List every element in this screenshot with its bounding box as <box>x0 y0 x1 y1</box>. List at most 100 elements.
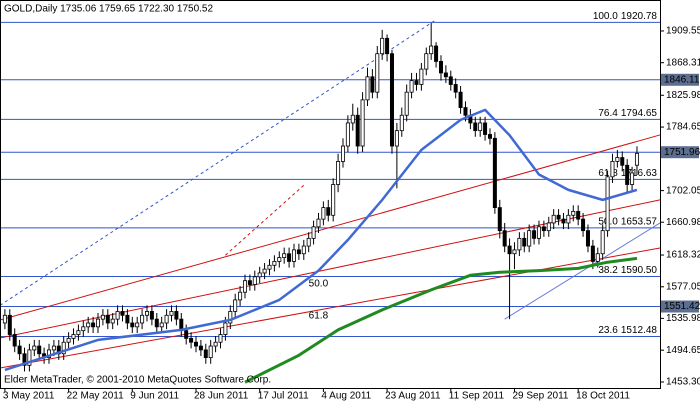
candle-body <box>174 311 179 320</box>
candle-body <box>316 218 321 228</box>
y-tick-label: 1868.31 <box>666 57 700 68</box>
candle-body <box>247 280 252 285</box>
candle-body <box>2 314 7 324</box>
candle-body <box>419 68 424 85</box>
candle-body <box>600 230 605 255</box>
candle-body <box>414 80 419 85</box>
fan-label: 61.8 <box>309 311 329 322</box>
candle-body <box>291 249 296 262</box>
fib-level-label: 23.6 <box>598 325 618 336</box>
candle-body <box>306 237 311 247</box>
candle-body <box>497 207 502 232</box>
trend-line <box>0 19 437 306</box>
candle-body <box>389 53 394 147</box>
candle-body <box>51 345 56 351</box>
candle-body <box>463 107 468 116</box>
candle-body <box>527 230 532 247</box>
x-tick-label: 3 May 2011 <box>3 391 55 402</box>
candle-body <box>541 226 546 232</box>
price-box-label: 1846.11 <box>664 74 700 85</box>
y-tick-label: 1618.32 <box>666 250 700 261</box>
candle-body <box>360 99 365 147</box>
x-tick-label: 4 Aug 2011 <box>321 391 371 402</box>
candle-body <box>502 230 507 247</box>
candle-body <box>242 280 247 293</box>
candle-body <box>605 176 610 232</box>
fib-price-label: 1653.57 <box>621 217 658 228</box>
candle-body <box>228 311 233 324</box>
candle-body <box>66 337 71 343</box>
candle-body <box>301 245 306 255</box>
y-tick-label: 1825.98 <box>666 90 700 101</box>
x-tick-label: 11 Sep 2011 <box>449 391 505 402</box>
candle-body <box>7 314 12 335</box>
candle-body <box>233 299 238 312</box>
candle-body <box>184 330 189 339</box>
candle-body <box>345 122 350 147</box>
candle-body <box>585 230 590 247</box>
candle-body <box>448 76 453 85</box>
x-tick-label: 18 Oct 2011 <box>576 391 630 402</box>
candle-body <box>551 214 556 224</box>
fib-price-label: 1716.63 <box>621 168 658 179</box>
price-box <box>661 73 699 86</box>
y-tick-label: 1494.65 <box>666 345 700 356</box>
candle-body <box>91 322 96 328</box>
candle-body <box>434 45 439 62</box>
trend-line <box>504 222 661 320</box>
y-tick-label: 1784.65 <box>666 122 700 133</box>
fib-price-label: 1512.48 <box>621 325 658 336</box>
candle-body <box>277 257 282 262</box>
candle-body <box>149 311 154 320</box>
candle-body <box>561 218 566 224</box>
candle-body <box>336 161 341 185</box>
candle-body <box>409 80 414 93</box>
candle-body <box>267 264 272 270</box>
candle-body <box>331 184 336 216</box>
candle-body <box>630 172 635 185</box>
candle-body <box>355 114 360 147</box>
candle-body <box>566 214 571 224</box>
y-tick-label: 1535.98 <box>666 313 700 324</box>
candle-body <box>340 145 345 162</box>
candle-body <box>581 218 586 232</box>
candle-body <box>512 249 517 255</box>
candle-body <box>478 122 483 132</box>
candle-body <box>130 322 135 328</box>
candle-body <box>32 345 37 351</box>
candle-body <box>429 45 434 55</box>
candle-body <box>625 164 630 185</box>
price-box <box>661 300 699 313</box>
candle-body <box>164 314 169 324</box>
candle-body <box>252 276 257 285</box>
trend-line <box>0 247 661 369</box>
fib-price-label: 1920.78 <box>621 11 658 22</box>
candle-body <box>95 318 100 328</box>
candle-body <box>350 114 355 124</box>
candle-body <box>46 349 51 359</box>
x-tick-label: 29 Sep 2011 <box>512 391 568 402</box>
trend-line <box>0 134 661 321</box>
candle-body <box>556 214 561 220</box>
candle-body <box>159 322 164 328</box>
candle-body <box>208 345 213 359</box>
x-tick-label: 28 Jun 2011 <box>194 391 249 402</box>
candle-body <box>169 311 174 316</box>
candle-body <box>517 237 522 251</box>
candle-body <box>238 291 243 301</box>
price-box-label: 1751.96 <box>664 147 700 158</box>
candle-body <box>576 211 581 220</box>
candle-body <box>213 341 218 347</box>
moving-average <box>4 108 638 372</box>
candle-body <box>438 60 443 74</box>
candle-body <box>262 268 267 274</box>
candle-body <box>443 72 448 78</box>
candle-body <box>12 334 17 347</box>
candle-body <box>404 91 409 116</box>
candle-body <box>22 353 27 366</box>
candle-body <box>81 326 86 332</box>
candle-body <box>453 84 458 93</box>
candle-body <box>61 341 66 355</box>
candle-body <box>198 345 203 351</box>
